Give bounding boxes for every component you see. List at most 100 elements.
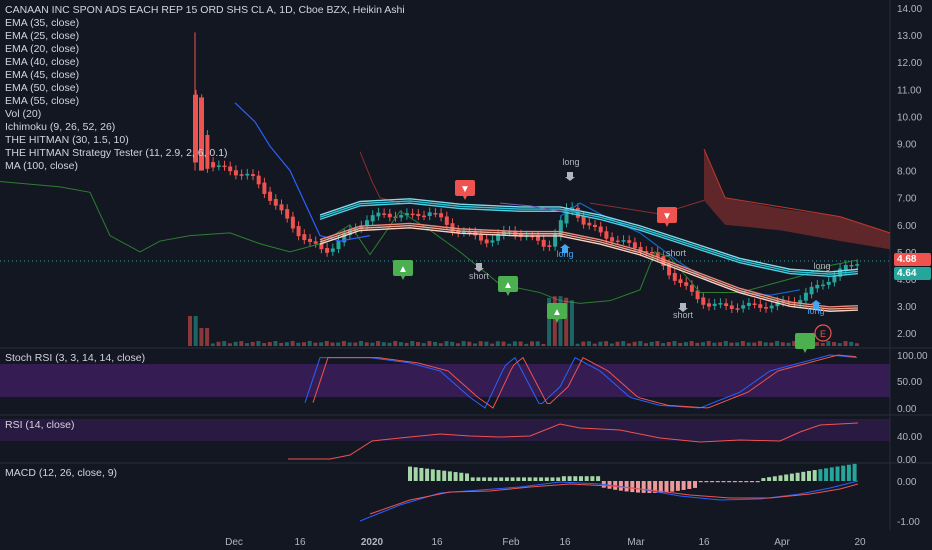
candle-body bbox=[233, 170, 238, 176]
volume-bar bbox=[621, 341, 626, 346]
legend-item[interactable]: MA (100, close) bbox=[5, 160, 78, 172]
volume-bar bbox=[678, 342, 683, 346]
macd-bar bbox=[767, 477, 772, 481]
volume-bar bbox=[455, 343, 460, 346]
time-tick-label: Feb bbox=[502, 537, 520, 548]
macd-bar bbox=[596, 476, 601, 481]
candle-body bbox=[724, 303, 729, 306]
candle-body bbox=[330, 248, 335, 252]
volume-bar bbox=[359, 341, 363, 346]
macd-bar bbox=[710, 481, 715, 483]
macd-bar bbox=[824, 468, 829, 481]
volume-bar bbox=[780, 342, 785, 346]
bear-badge-pointer bbox=[463, 196, 467, 200]
stoch-tick-label: 100.00 bbox=[897, 351, 928, 362]
rsi-label[interactable]: RSI (14, close) bbox=[5, 419, 75, 431]
volume-bar bbox=[381, 342, 386, 346]
candle-body bbox=[439, 213, 444, 218]
volume-bar bbox=[547, 297, 552, 346]
volume-bar bbox=[518, 341, 523, 346]
macd-bar bbox=[807, 470, 811, 481]
macd-bar bbox=[408, 466, 412, 481]
macd-bar bbox=[425, 468, 430, 481]
candle-body bbox=[655, 252, 660, 258]
volume-bar bbox=[541, 343, 546, 346]
legend-item[interactable]: EMA (40, close) bbox=[5, 56, 80, 68]
legend-item[interactable]: Ichimoku (9, 26, 52, 26) bbox=[5, 121, 116, 133]
volume-bar bbox=[655, 341, 660, 346]
earnings-label: E bbox=[820, 329, 826, 339]
volume-bar bbox=[609, 343, 614, 346]
legend-item[interactable]: EMA (55, close) bbox=[5, 95, 80, 107]
legend-item[interactable]: EMA (25, close) bbox=[5, 30, 80, 42]
candle-body bbox=[581, 215, 586, 225]
candle-body bbox=[290, 216, 295, 229]
macd-bar bbox=[727, 481, 732, 483]
rsi-band bbox=[0, 419, 890, 441]
candle-body bbox=[741, 305, 746, 309]
macd-label[interactable]: MACD (12, 26, close, 9) bbox=[5, 467, 118, 479]
macd-bar bbox=[715, 481, 720, 483]
volume-bar bbox=[245, 343, 249, 346]
legend-item[interactable]: EMA (35, close) bbox=[5, 17, 80, 29]
candle-body bbox=[621, 240, 626, 242]
candle-body bbox=[758, 304, 763, 308]
legend-item[interactable]: EMA (45, close) bbox=[5, 69, 80, 81]
signal-short-label: short bbox=[673, 310, 694, 320]
candle-body bbox=[205, 135, 210, 169]
ema-ribbon-line bbox=[319, 198, 859, 273]
macd-bar bbox=[835, 466, 840, 481]
volume-bars bbox=[188, 296, 859, 346]
macd-bar bbox=[852, 463, 857, 481]
macd-bar bbox=[693, 481, 697, 488]
volume-bar bbox=[501, 341, 506, 346]
volume-bar bbox=[672, 341, 677, 346]
candle-body bbox=[370, 215, 375, 222]
candle-body bbox=[479, 234, 483, 241]
macd-bar bbox=[641, 481, 646, 493]
macd-bar bbox=[533, 477, 538, 481]
macd-bar bbox=[430, 469, 435, 481]
volume-bar bbox=[644, 343, 648, 346]
volume-bar bbox=[484, 341, 489, 346]
ema-ribbon-line bbox=[319, 227, 859, 312]
macd-bar bbox=[618, 481, 623, 491]
rsi-tick-label: 0.00 bbox=[897, 455, 917, 466]
volume-bar bbox=[740, 341, 745, 346]
volume-bar bbox=[752, 342, 757, 346]
bear-badge bbox=[455, 180, 475, 196]
macd-bar bbox=[499, 477, 504, 481]
candle-body bbox=[849, 265, 854, 267]
legend-item[interactable]: EMA (50, close) bbox=[5, 82, 80, 94]
candle-body bbox=[376, 212, 381, 217]
stoch-rsi-label[interactable]: Stoch RSI (3, 3, 14, 14, close) bbox=[5, 352, 146, 364]
stoch-d-line bbox=[312, 354, 857, 409]
candle-body bbox=[541, 239, 546, 247]
candle-body bbox=[610, 237, 615, 242]
candle-body bbox=[650, 251, 654, 254]
volume-bar bbox=[210, 343, 215, 346]
macd-bar bbox=[442, 470, 447, 481]
macd-bar bbox=[447, 471, 452, 481]
volume-bar bbox=[695, 342, 700, 346]
macd-bar bbox=[522, 477, 526, 481]
price-tick-label: 9.00 bbox=[897, 140, 917, 151]
bull-icon: ▲ bbox=[398, 264, 408, 275]
volume-bar bbox=[530, 341, 534, 346]
macd-bar bbox=[476, 477, 481, 481]
hitman-line bbox=[499, 202, 580, 212]
legend-item[interactable]: THE HITMAN Strategy Tester (11, 2.9, 2, … bbox=[5, 147, 228, 159]
legend-item[interactable]: Vol (20) bbox=[5, 108, 42, 120]
volume-bar bbox=[832, 341, 837, 346]
ema-ribbon-line bbox=[319, 200, 859, 275]
price-tick-label: 13.00 bbox=[897, 31, 922, 42]
macd-bar bbox=[419, 467, 424, 481]
candle-body bbox=[273, 199, 278, 206]
volume-bar bbox=[427, 341, 432, 346]
time-tick-label: 20 bbox=[854, 537, 866, 548]
volume-bar bbox=[364, 342, 369, 346]
legend-item[interactable]: EMA (20, close) bbox=[5, 43, 80, 55]
macd-bar bbox=[510, 477, 515, 481]
legend-item[interactable]: THE HITMAN (30, 1.5, 10) bbox=[5, 134, 129, 146]
macd-bar bbox=[624, 481, 629, 492]
